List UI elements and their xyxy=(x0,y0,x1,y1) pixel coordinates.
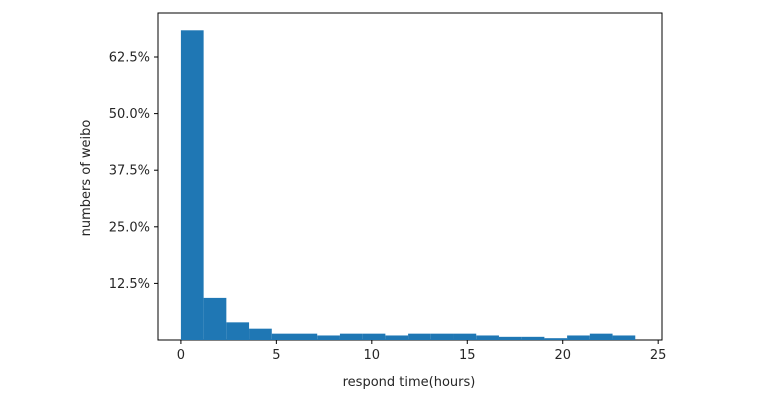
histogram-bar-10 xyxy=(408,333,431,340)
histogram-bar-3 xyxy=(249,328,272,340)
histogram-bar-2 xyxy=(226,322,250,340)
x-tick-label-5: 25 xyxy=(650,348,667,363)
histogram-bar-6 xyxy=(317,335,340,340)
x-tick-label-4: 20 xyxy=(554,348,571,363)
plot-area-frame xyxy=(157,12,663,341)
histogram-bar-1 xyxy=(203,297,227,340)
y-tick-label-4: 62.5% xyxy=(109,51,150,66)
x-tick-label-0: 0 xyxy=(177,348,185,363)
histogram-bar-19 xyxy=(612,335,636,340)
x-axis-label: respond time(hours) xyxy=(343,375,476,390)
y-tick-label-3: 50.0% xyxy=(109,107,150,122)
x-axis-ticks: 0 5 10 15 20 25 xyxy=(177,340,667,363)
histogram-bar-4 xyxy=(271,333,295,340)
histogram-bar-0 xyxy=(180,30,204,340)
histogram-bar-14 xyxy=(498,336,522,340)
histogram-bar-13 xyxy=(476,335,499,340)
bars-group xyxy=(180,30,636,340)
y-axis-ticks: 12.5% 25.0% 37.5% 50.0% 62.5% xyxy=(109,51,158,292)
histogram-bar-11 xyxy=(430,333,454,340)
histogram-bar-16 xyxy=(544,338,568,340)
y-tick-label-1: 25.0% xyxy=(109,220,150,235)
x-tick-label-1: 5 xyxy=(272,348,280,363)
histogram-bar-12 xyxy=(453,333,477,340)
histogram-bar-5 xyxy=(294,333,318,340)
y-axis-label: numbers of weibo xyxy=(79,120,94,237)
histogram-bar-18 xyxy=(589,333,613,340)
x-tick-label-2: 10 xyxy=(364,348,381,363)
histogram-bar-9 xyxy=(385,335,409,340)
histogram-bar-8 xyxy=(362,333,386,340)
y-tick-label-2: 37.5% xyxy=(109,164,150,179)
x-tick-label-3: 15 xyxy=(459,348,476,363)
histogram-bar-15 xyxy=(521,336,545,340)
histogram-bar-17 xyxy=(567,335,590,340)
histogram-bar-7 xyxy=(339,333,363,340)
y-tick-label-0: 12.5% xyxy=(109,277,150,292)
